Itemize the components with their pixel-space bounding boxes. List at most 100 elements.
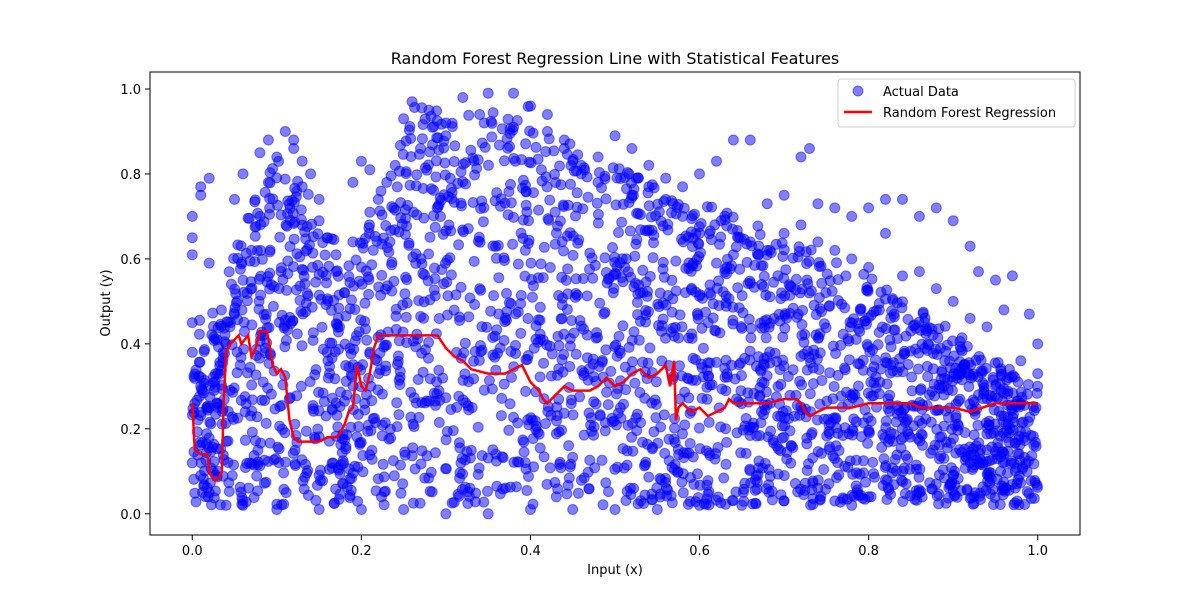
scatter-point bbox=[643, 181, 655, 193]
scatter-point bbox=[821, 268, 833, 280]
scatter-point bbox=[525, 157, 537, 169]
scatter-point bbox=[271, 151, 283, 163]
scatter-point bbox=[947, 470, 959, 481]
scatter-point bbox=[584, 247, 596, 259]
scatter-point bbox=[433, 364, 445, 376]
scatter-point bbox=[727, 314, 739, 326]
scatter-point bbox=[525, 100, 536, 112]
scatter-point bbox=[794, 409, 806, 421]
scatter-point bbox=[686, 213, 698, 225]
scatter-point bbox=[410, 248, 422, 260]
scatter-point bbox=[744, 354, 756, 366]
scatter-point bbox=[677, 181, 689, 193]
scatter-point bbox=[275, 262, 287, 274]
scatter-point bbox=[905, 325, 917, 337]
scatter-point bbox=[873, 304, 885, 316]
scatter-point bbox=[828, 381, 840, 392]
scatter-point bbox=[998, 304, 1010, 316]
scatter-point bbox=[778, 227, 790, 239]
scatter-point bbox=[731, 427, 743, 439]
scatter-point bbox=[839, 364, 851, 376]
scatter-point bbox=[792, 308, 804, 320]
scatter-point bbox=[229, 308, 240, 320]
scatter-point bbox=[534, 371, 546, 383]
scatter-point bbox=[808, 299, 820, 311]
scatter-point bbox=[930, 478, 942, 490]
scatter-point bbox=[273, 443, 285, 455]
scatter-point bbox=[801, 432, 813, 444]
scatter-point bbox=[735, 447, 747, 459]
scatter-point bbox=[225, 278, 237, 290]
scatter-point bbox=[324, 337, 336, 349]
scatter-point bbox=[459, 368, 471, 380]
scatter-point bbox=[637, 264, 649, 276]
scatter-point bbox=[581, 290, 593, 302]
scatter-point bbox=[585, 419, 597, 431]
scatter-point bbox=[465, 144, 477, 156]
scatter-point bbox=[408, 392, 420, 404]
scatter-point bbox=[572, 487, 584, 499]
scatter-point bbox=[795, 350, 807, 362]
scatter-point bbox=[476, 321, 488, 333]
scatter-point bbox=[605, 365, 617, 377]
scatter-point bbox=[888, 428, 900, 440]
scatter-point bbox=[647, 252, 659, 264]
scatter-point bbox=[875, 363, 887, 375]
scatter-point bbox=[275, 209, 287, 221]
scatter-point bbox=[773, 308, 785, 320]
scatter-point bbox=[727, 301, 739, 313]
scatter-point bbox=[551, 401, 563, 413]
scatter-point bbox=[758, 360, 770, 371]
scatter-point bbox=[474, 109, 486, 120]
scatter-point bbox=[320, 270, 332, 282]
scatter-point bbox=[913, 487, 925, 498]
scatter-point bbox=[964, 240, 976, 252]
scatter-point bbox=[245, 283, 257, 295]
scatter-point bbox=[393, 409, 405, 421]
scatter-point bbox=[364, 206, 376, 218]
scatter-point bbox=[533, 314, 544, 326]
scatter-point bbox=[389, 159, 401, 171]
scatter-point bbox=[475, 284, 487, 296]
scatter-point bbox=[721, 436, 733, 448]
scatter-point bbox=[687, 352, 699, 364]
scatter-point bbox=[732, 231, 743, 243]
scatter-point bbox=[520, 385, 532, 397]
scatter-point bbox=[462, 400, 474, 412]
scatter-point bbox=[795, 151, 807, 163]
scatter-point bbox=[260, 417, 272, 429]
scatter-point bbox=[493, 272, 505, 284]
scatter-point bbox=[525, 504, 536, 515]
scatter-point bbox=[237, 274, 249, 286]
scatter-point bbox=[749, 474, 761, 486]
scatter-point bbox=[846, 499, 858, 511]
scatter-point bbox=[232, 239, 244, 251]
scatter-point bbox=[727, 211, 739, 223]
scatter-point bbox=[992, 357, 1004, 368]
scatter-point bbox=[486, 117, 498, 129]
scatter-point bbox=[765, 425, 777, 437]
scatter-point bbox=[862, 437, 874, 449]
scatter-point bbox=[545, 409, 557, 421]
scatter-point bbox=[494, 342, 506, 354]
scatter-point bbox=[469, 299, 481, 310]
scatter-point bbox=[383, 246, 395, 258]
scatter-point bbox=[906, 371, 918, 383]
scatter-point bbox=[510, 308, 522, 320]
scatter-point bbox=[653, 206, 665, 218]
scatter-point bbox=[862, 284, 874, 296]
scatter-point bbox=[499, 197, 511, 209]
scatter-point bbox=[363, 288, 375, 300]
scatter-point bbox=[643, 200, 655, 212]
scatter-point bbox=[425, 466, 437, 478]
scatter-point bbox=[623, 341, 635, 353]
scatter-point bbox=[307, 261, 318, 273]
scatter-point bbox=[940, 436, 952, 448]
scatter-point bbox=[866, 273, 878, 285]
scatter-point bbox=[567, 249, 579, 261]
scatter-point bbox=[264, 244, 276, 256]
scatter-point bbox=[772, 468, 784, 480]
scatter-point bbox=[441, 426, 453, 437]
scatter-point bbox=[727, 134, 739, 146]
scatter-point bbox=[947, 375, 958, 387]
